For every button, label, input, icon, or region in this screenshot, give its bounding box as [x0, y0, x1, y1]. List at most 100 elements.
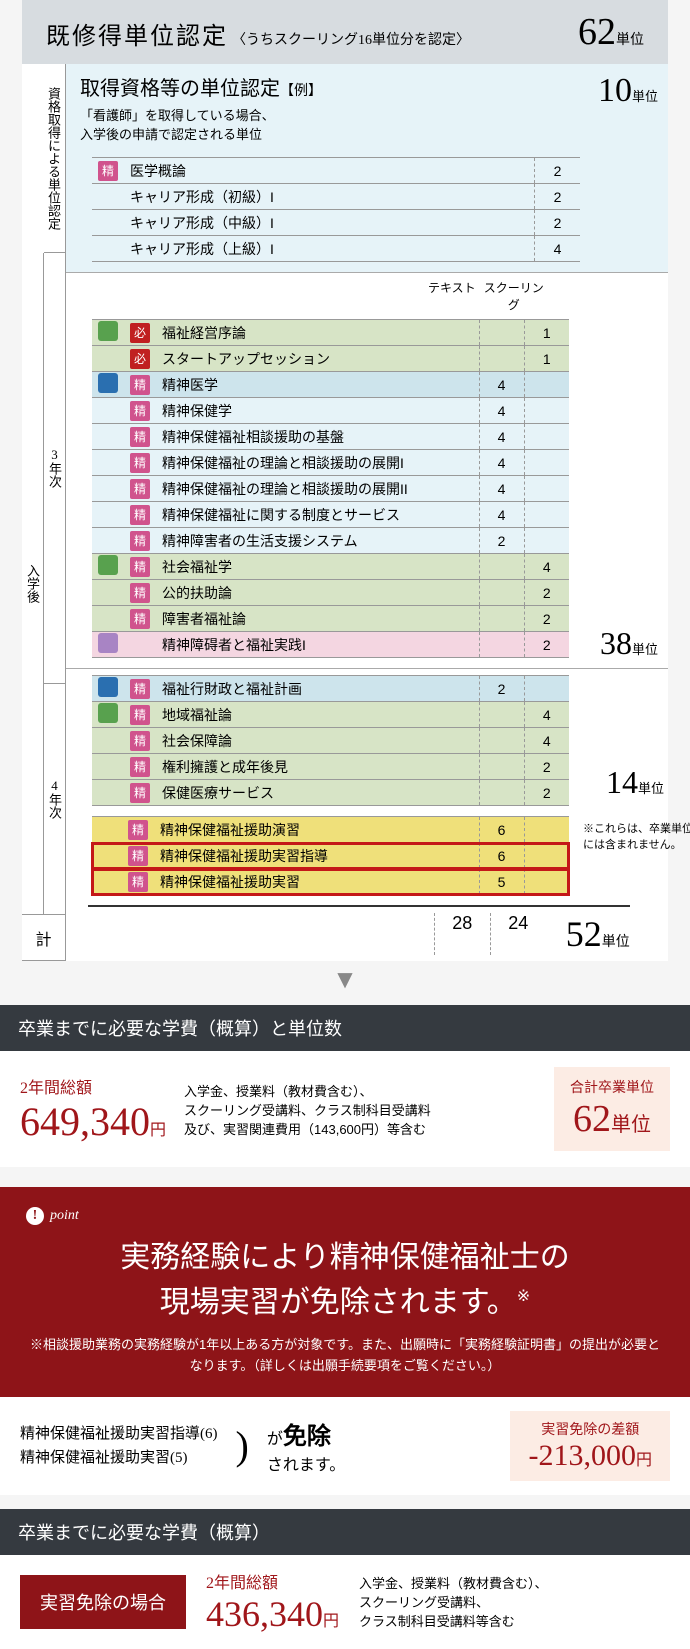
fee-label: 2年間総額 — [20, 1074, 166, 1098]
course-row: キャリア形成（初級）I2 — [92, 184, 580, 210]
category-badge: 精 — [130, 783, 150, 803]
exempt-item-2: 精神保健福祉援助実習(5) — [20, 1446, 218, 1470]
course-name: 社会福祉学 — [156, 554, 479, 580]
y4-table: 精福祉行財政と福祉計画2精地域福祉論4精社会保障論4精権利擁護と成年後見2精保健… — [92, 675, 569, 806]
school-credits — [524, 676, 569, 702]
type-icon — [98, 633, 118, 653]
text-credits: 2 — [535, 158, 580, 184]
grad-value: 62 — [573, 1098, 611, 1140]
exempt-row: 精神保健福祉援助実習指導(6) 精神保健福祉援助実習(5) ) が免除されます。… — [0, 1397, 690, 1495]
qual-desc: 「看護師」を取得している場合、 入学後の申請で認定される単位 — [80, 105, 594, 143]
course-name: スタートアップセッション — [156, 346, 479, 372]
col-text: テキスト — [424, 279, 480, 313]
school-credits: 2 — [524, 632, 569, 658]
category-badge: 精 — [130, 531, 150, 551]
text-credits: 2 — [479, 528, 524, 554]
course-name: 精神保健福祉援助実習指導 — [154, 843, 479, 869]
qual-table: 精医学概論2キャリア形成（初級）I2キャリア形成（中級）I2キャリア形成（上級）… — [92, 157, 580, 262]
point-box: !point 実務経験により精神保健福祉士の 現場実習が免除されます。※ ※相談… — [0, 1187, 690, 1397]
y3-value: 38 — [600, 625, 632, 661]
course-name: キャリア形成（中級）I — [124, 210, 535, 236]
y4-value: 14 — [606, 764, 638, 800]
school-credits: 2 — [524, 580, 569, 606]
course-name: 保健医療サービス — [156, 780, 479, 806]
course-name: キャリア形成（初級）I — [124, 184, 535, 210]
type-icon — [98, 321, 118, 341]
course-row: 精障害者福祉論2 — [92, 606, 569, 632]
diff-value: -213,000 — [528, 1439, 636, 1472]
text-credits: 6 — [479, 843, 524, 869]
course-row: 必スタートアップセッション1 — [92, 346, 569, 372]
qual-title: 取得資格等の単位認定 — [80, 78, 280, 100]
course-name: 精神保健学 — [156, 398, 479, 424]
text-credits — [479, 754, 524, 780]
header-unit: 単位 — [616, 33, 644, 48]
text-credits: 4 — [479, 476, 524, 502]
course-name: 精神障碍者と福祉実践I — [156, 632, 479, 658]
school-credits: 2 — [524, 780, 569, 806]
text-credits — [479, 632, 524, 658]
course-row: 精精神障害者の生活支援システム2 — [92, 528, 569, 554]
course-row: 精権利擁護と成年後見2 — [92, 754, 569, 780]
school-credits — [524, 398, 569, 424]
category-badge: 精 — [130, 479, 150, 499]
side-y3: 3年次 — [44, 253, 66, 684]
final-title: 卒業までに必要な学費（概算） — [0, 1509, 690, 1555]
y3-block: テキスト スクーリング 必福祉経営序論1必スタートアップセッション1精精神医学4… — [66, 273, 668, 669]
point-line2: 現場実習が免除されます。 — [160, 1286, 517, 1319]
header-title: 既修得単位認定 — [46, 24, 228, 50]
text-credits — [479, 320, 524, 346]
school-credits: 2 — [524, 606, 569, 632]
category-badge: 精 — [130, 731, 150, 751]
course-row: 精保健医療サービス 2 — [92, 780, 569, 806]
text-credits: 2 — [479, 676, 524, 702]
course-name: 地域福祉論 — [156, 702, 479, 728]
course-row: 精公的扶助論2 — [92, 580, 569, 606]
type-icon — [98, 703, 118, 723]
text-credits: 4 — [479, 398, 524, 424]
school-credits: 4 — [524, 702, 569, 728]
school-credits — [524, 372, 569, 398]
text-credits: 5 — [479, 869, 524, 895]
course-name: 精神障害者の生活支援システム — [156, 528, 479, 554]
course-name: 医学概論 — [124, 158, 535, 184]
course-row: 精精神医学4 — [92, 372, 569, 398]
school-credits — [524, 476, 569, 502]
exclaim-icon: ! — [26, 1207, 44, 1225]
type-icon — [98, 555, 118, 575]
text-credits: 4 — [479, 372, 524, 398]
text-credits — [479, 554, 524, 580]
type-icon — [98, 373, 118, 393]
category-badge: 精 — [130, 705, 150, 725]
text-credits — [479, 728, 524, 754]
text-credits: 4 — [479, 502, 524, 528]
course-row: 精社会保障論4 — [92, 728, 569, 754]
course-name: 精神保健福祉の理論と相談援助の展開I — [156, 450, 479, 476]
school-credits — [524, 528, 569, 554]
category-badge: 精 — [130, 557, 150, 577]
course-row: キャリア形成（中級）I2 — [92, 210, 580, 236]
text-credits — [479, 580, 524, 606]
course-row: 精神障碍者と福祉実践I 2 — [92, 632, 569, 658]
course-row: 精精神保健福祉の理論と相談援助の展開II4 — [92, 476, 569, 502]
category-badge: 精 — [98, 161, 118, 181]
text-credits — [479, 780, 524, 806]
diff-label: 実習免除の差額 — [528, 1419, 652, 1439]
point-tag: !point — [26, 1207, 664, 1225]
arrow-down-icon: ▼ — [0, 961, 690, 999]
course-row: 精医学概論2 — [92, 158, 580, 184]
course-name: 公的扶助論 — [156, 580, 479, 606]
course-name: 障害者福祉論 — [156, 606, 479, 632]
text-credits: 4 — [535, 236, 580, 262]
course-name: 精神保健福祉の理論と相談援助の展開II — [156, 476, 479, 502]
header-band: 既修得単位認定 〈うちスクーリング16単位分を認定〉 62単位 — [22, 0, 668, 64]
category-badge: 精 — [130, 427, 150, 447]
category-badge: 必 — [130, 323, 150, 343]
text-credits: 4 — [479, 424, 524, 450]
category-badge: 精 — [130, 375, 150, 395]
grad-box: 合計卒業単位 62単位 — [554, 1067, 670, 1151]
text-credits — [479, 702, 524, 728]
category-badge: 精 — [128, 820, 148, 840]
point-note: ※相談援助業務の実務経験が1年以上ある方が対象です。また、出願時に「実務経験証明… — [26, 1335, 664, 1377]
diff-box: 実習免除の差額 -213,000円 — [510, 1411, 670, 1481]
